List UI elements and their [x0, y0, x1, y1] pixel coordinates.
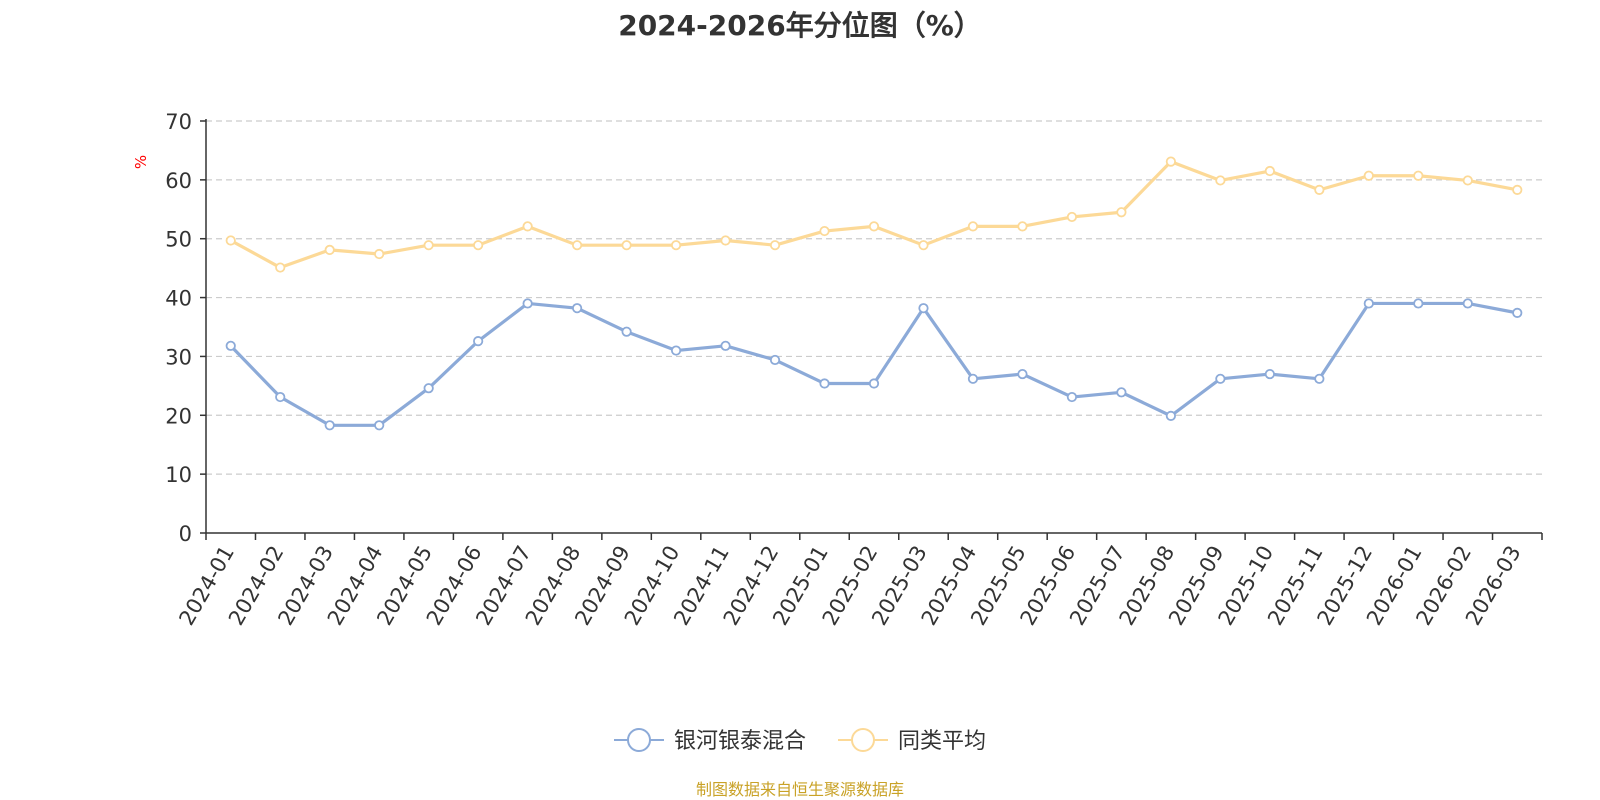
data-point[interactable]: [1017, 368, 1028, 380]
data-point[interactable]: [670, 240, 682, 251]
data-point[interactable]: [374, 248, 385, 260]
data-point[interactable]: [819, 225, 830, 237]
chart-title: 2024-2026年分位图（%）: [618, 9, 982, 42]
source-note: 制图数据来自恒生聚源数据库: [695, 780, 904, 799]
data-point[interactable]: [819, 378, 830, 389]
data-point[interactable]: [473, 240, 484, 251]
y-axis-unit-label: %: [132, 155, 150, 169]
y-tick-label: 0: [179, 522, 192, 546]
data-point[interactable]: [1264, 165, 1275, 177]
legend[interactable]: 银河银泰混合 同类平均: [614, 728, 986, 754]
data-point[interactable]: [522, 221, 533, 232]
data-point[interactable]: [1314, 184, 1325, 195]
data-point[interactable]: [918, 303, 929, 314]
series-line: [229, 160, 1518, 270]
legend-marker-icon: [627, 728, 651, 752]
data-point[interactable]: [1215, 175, 1226, 186]
data-point[interactable]: [769, 240, 781, 251]
data-point[interactable]: [769, 354, 781, 366]
legend-label: 同类平均: [898, 729, 986, 754]
data-point[interactable]: [621, 240, 632, 251]
data-point[interactable]: [967, 221, 979, 232]
data-point[interactable]: [621, 326, 632, 337]
y-tick-label: 30: [165, 345, 192, 369]
data-point[interactable]: [1413, 298, 1424, 309]
y-tick-label: 20: [165, 404, 192, 428]
data-point[interactable]: [423, 240, 434, 251]
y-tick-label: 50: [165, 228, 192, 252]
data-point[interactable]: [1314, 373, 1325, 384]
data-point[interactable]: [423, 383, 434, 394]
data-point[interactable]: [522, 298, 533, 309]
y-tick-label: 10: [165, 463, 192, 487]
data-point[interactable]: [1264, 368, 1275, 380]
data-point[interactable]: [1165, 156, 1176, 167]
legend-item-series-1[interactable]: 银河银泰混合: [614, 728, 806, 754]
data-point[interactable]: [1066, 211, 1078, 223]
data-point[interactable]: [918, 240, 929, 251]
data-point[interactable]: [1413, 170, 1424, 181]
data-point[interactable]: [225, 235, 236, 246]
data-point[interactable]: [1017, 221, 1028, 232]
data-point[interactable]: [1363, 170, 1374, 181]
data-point[interactable]: [275, 262, 286, 273]
y-tick-label: 40: [165, 287, 192, 311]
data-point[interactable]: [275, 391, 286, 403]
legend-label: 银河银泰混合: [674, 729, 806, 754]
data-point[interactable]: [374, 420, 385, 431]
data-point[interactable]: [1116, 207, 1127, 218]
grid-lines: [206, 120, 1542, 475]
data-point[interactable]: [967, 373, 979, 384]
data-point[interactable]: [1512, 184, 1523, 195]
data-point[interactable]: [1066, 391, 1078, 403]
data-point[interactable]: [324, 244, 335, 255]
data-point[interactable]: [1462, 175, 1473, 186]
y-tick-label: 60: [165, 169, 192, 193]
data-point[interactable]: [1512, 307, 1523, 318]
data-point[interactable]: [1462, 298, 1473, 309]
legend-marker-icon: [851, 728, 875, 752]
data-point[interactable]: [1116, 387, 1127, 398]
data-point[interactable]: [1165, 410, 1176, 421]
legend-item-series-2[interactable]: 同类平均: [838, 728, 986, 754]
data-point[interactable]: [324, 420, 335, 431]
data-point[interactable]: [720, 235, 731, 246]
series-line: [229, 301, 1518, 427]
series-layer: [225, 156, 1523, 431]
data-point[interactable]: [670, 345, 682, 356]
axes: 0102030405060702024-012024-022024-032024…: [165, 110, 1543, 629]
data-point[interactable]: [868, 378, 880, 389]
data-point[interactable]: [572, 240, 583, 251]
y-tick-label: 70: [165, 110, 192, 134]
data-point[interactable]: [473, 336, 484, 347]
data-point[interactable]: [720, 340, 731, 351]
data-point[interactable]: [1215, 373, 1226, 384]
data-point[interactable]: [225, 340, 236, 351]
series-2: [225, 156, 1523, 273]
data-point[interactable]: [1363, 298, 1374, 309]
data-point[interactable]: [572, 303, 583, 314]
data-point[interactable]: [868, 221, 880, 232]
series-1: [225, 298, 1523, 431]
